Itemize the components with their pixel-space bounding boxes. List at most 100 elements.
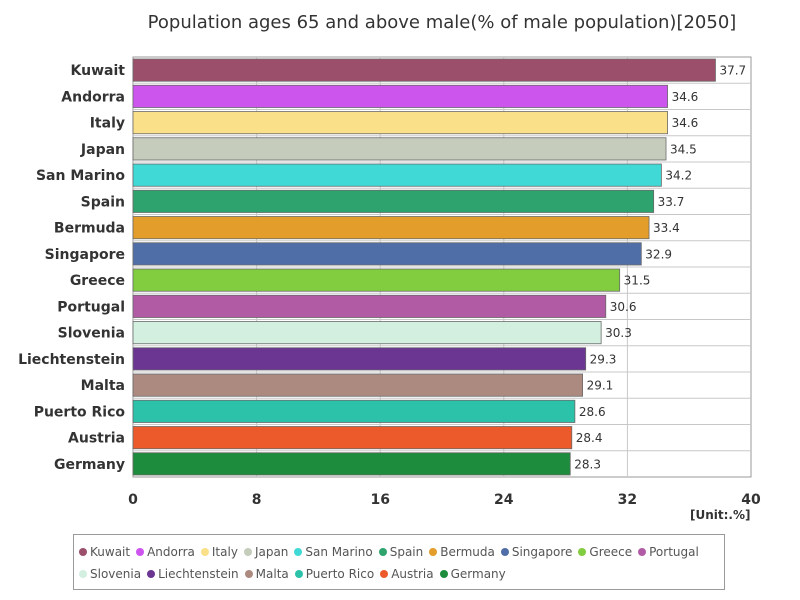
bar [132,347,587,371]
legend-label: Puerto Rico [305,567,375,581]
data-label: 28.3 [574,457,601,471]
legend-dot-icon [147,570,156,578]
legend-item[interactable]: Austria [380,564,434,585]
legend-dot-icon [244,570,253,578]
legend-dot-icon [294,570,303,578]
bar [132,216,650,240]
category-labels: 37.7 Kuwait 34.6 Andorra 34.6 Italy 34.5 Japan 3… [18,63,746,473]
category-label: Spain [81,194,125,210]
legend-dot-icon [243,548,252,556]
bar [132,163,662,187]
legend-label: Slovenia [90,567,142,581]
category-label: Japan [80,142,125,158]
legend-item[interactable]: Andorra [136,542,195,563]
data-label: 29.1 [587,379,614,393]
bar [132,58,716,82]
legend-item[interactable]: Singapore [500,542,572,563]
category-label: Puerto Rico [34,404,126,420]
legend-label: Malta [255,567,289,581]
data-label: 34.2 [665,169,692,183]
data-label: 29.3 [590,352,617,366]
legend-item[interactable]: Bermuda [429,542,495,563]
legend-dot-icon [79,548,87,556]
category-label: Slovenia [58,326,125,342]
category-label: Bermuda [54,221,125,237]
data-label: 34.6 [672,116,699,130]
bar [132,242,642,266]
legend-label: Spain [389,545,424,559]
bars [132,58,716,476]
category-label: Liechtenstein [18,352,125,368]
legend: Kuwait Andorra Italy Japan San Marino Spain Be… [73,534,725,590]
legend-item[interactable]: Italy [200,542,238,563]
x-tick-label: 8 [252,492,262,508]
legend-label: Italy [211,545,238,559]
legend-item[interactable]: Greece [578,542,632,563]
x-tick-labels: 0 8 16 24 32 40 [128,492,761,508]
bar [132,321,602,345]
legend-label: Portugal [649,545,699,559]
x-tick-label: 40 [741,492,761,508]
category-label: Andorra [61,89,125,105]
category-label: Greece [70,273,125,289]
legend-label: Austria [391,567,434,581]
legend-dot-icon [380,570,389,578]
legend-label: Greece [589,545,633,559]
data-label: 30.3 [605,326,632,340]
legend-label: Kuwait [90,545,131,559]
category-label: Austria [68,431,125,447]
category-label: Singapore [45,247,125,263]
x-tick-label: 24 [494,492,514,508]
legend-label: Bermuda [440,545,495,559]
data-label: 31.5 [624,274,651,288]
legend-dot-icon [439,570,448,578]
data-label: 37.7 [719,64,746,78]
data-label: 32.9 [645,247,672,261]
category-label: Malta [81,378,125,394]
bar [132,426,573,450]
legend-dot-icon [378,548,387,556]
legend-item[interactable]: Malta [244,564,289,585]
legend-dot-icon [638,548,647,556]
data-label: 33.4 [653,221,680,235]
bar [132,399,576,423]
data-label: 30.6 [610,300,637,314]
chart-title: Population ages 65 and above male(% of m… [147,12,737,33]
category-label: Germany [54,457,125,473]
legend-dot-icon [79,570,87,578]
legend-dot-icon [200,548,209,556]
category-label: San Marino [36,168,125,184]
bar [132,294,607,318]
unit-label: [Unit:.%] [690,508,751,522]
category-label: Kuwait [71,63,126,79]
bar [132,373,583,397]
data-label: 28.4 [576,431,603,445]
legend-dot-icon [429,548,438,556]
legend-label: San Marino [305,545,373,559]
category-label: Italy [90,116,125,132]
legend-label: Japan [254,545,289,559]
legend-item[interactable]: Liechtenstein [147,564,239,585]
legend-item[interactable]: Slovenia [79,564,141,585]
data-label: 34.6 [672,90,699,104]
bar [132,452,571,476]
bar [132,137,667,161]
bar [132,111,668,135]
legend-item[interactable]: Puerto Rico [294,564,375,585]
legend-item[interactable]: Spain [378,542,424,563]
data-label: 34.5 [670,142,697,156]
x-tick-label: 32 [618,492,637,508]
legend-item[interactable]: Kuwait [79,542,130,563]
bar [132,189,655,213]
legend-item[interactable]: Germany [439,564,506,585]
legend-item[interactable]: Japan [243,542,289,563]
legend-dot-icon [578,548,587,556]
legend-item[interactable]: Portugal [638,542,699,563]
legend-dot-icon [136,548,145,556]
bar [132,268,621,292]
data-label: 33.7 [658,195,685,209]
data-label: 28.6 [579,405,606,419]
legend-item[interactable]: San Marino [294,542,373,563]
x-tick-label: 0 [128,492,138,508]
